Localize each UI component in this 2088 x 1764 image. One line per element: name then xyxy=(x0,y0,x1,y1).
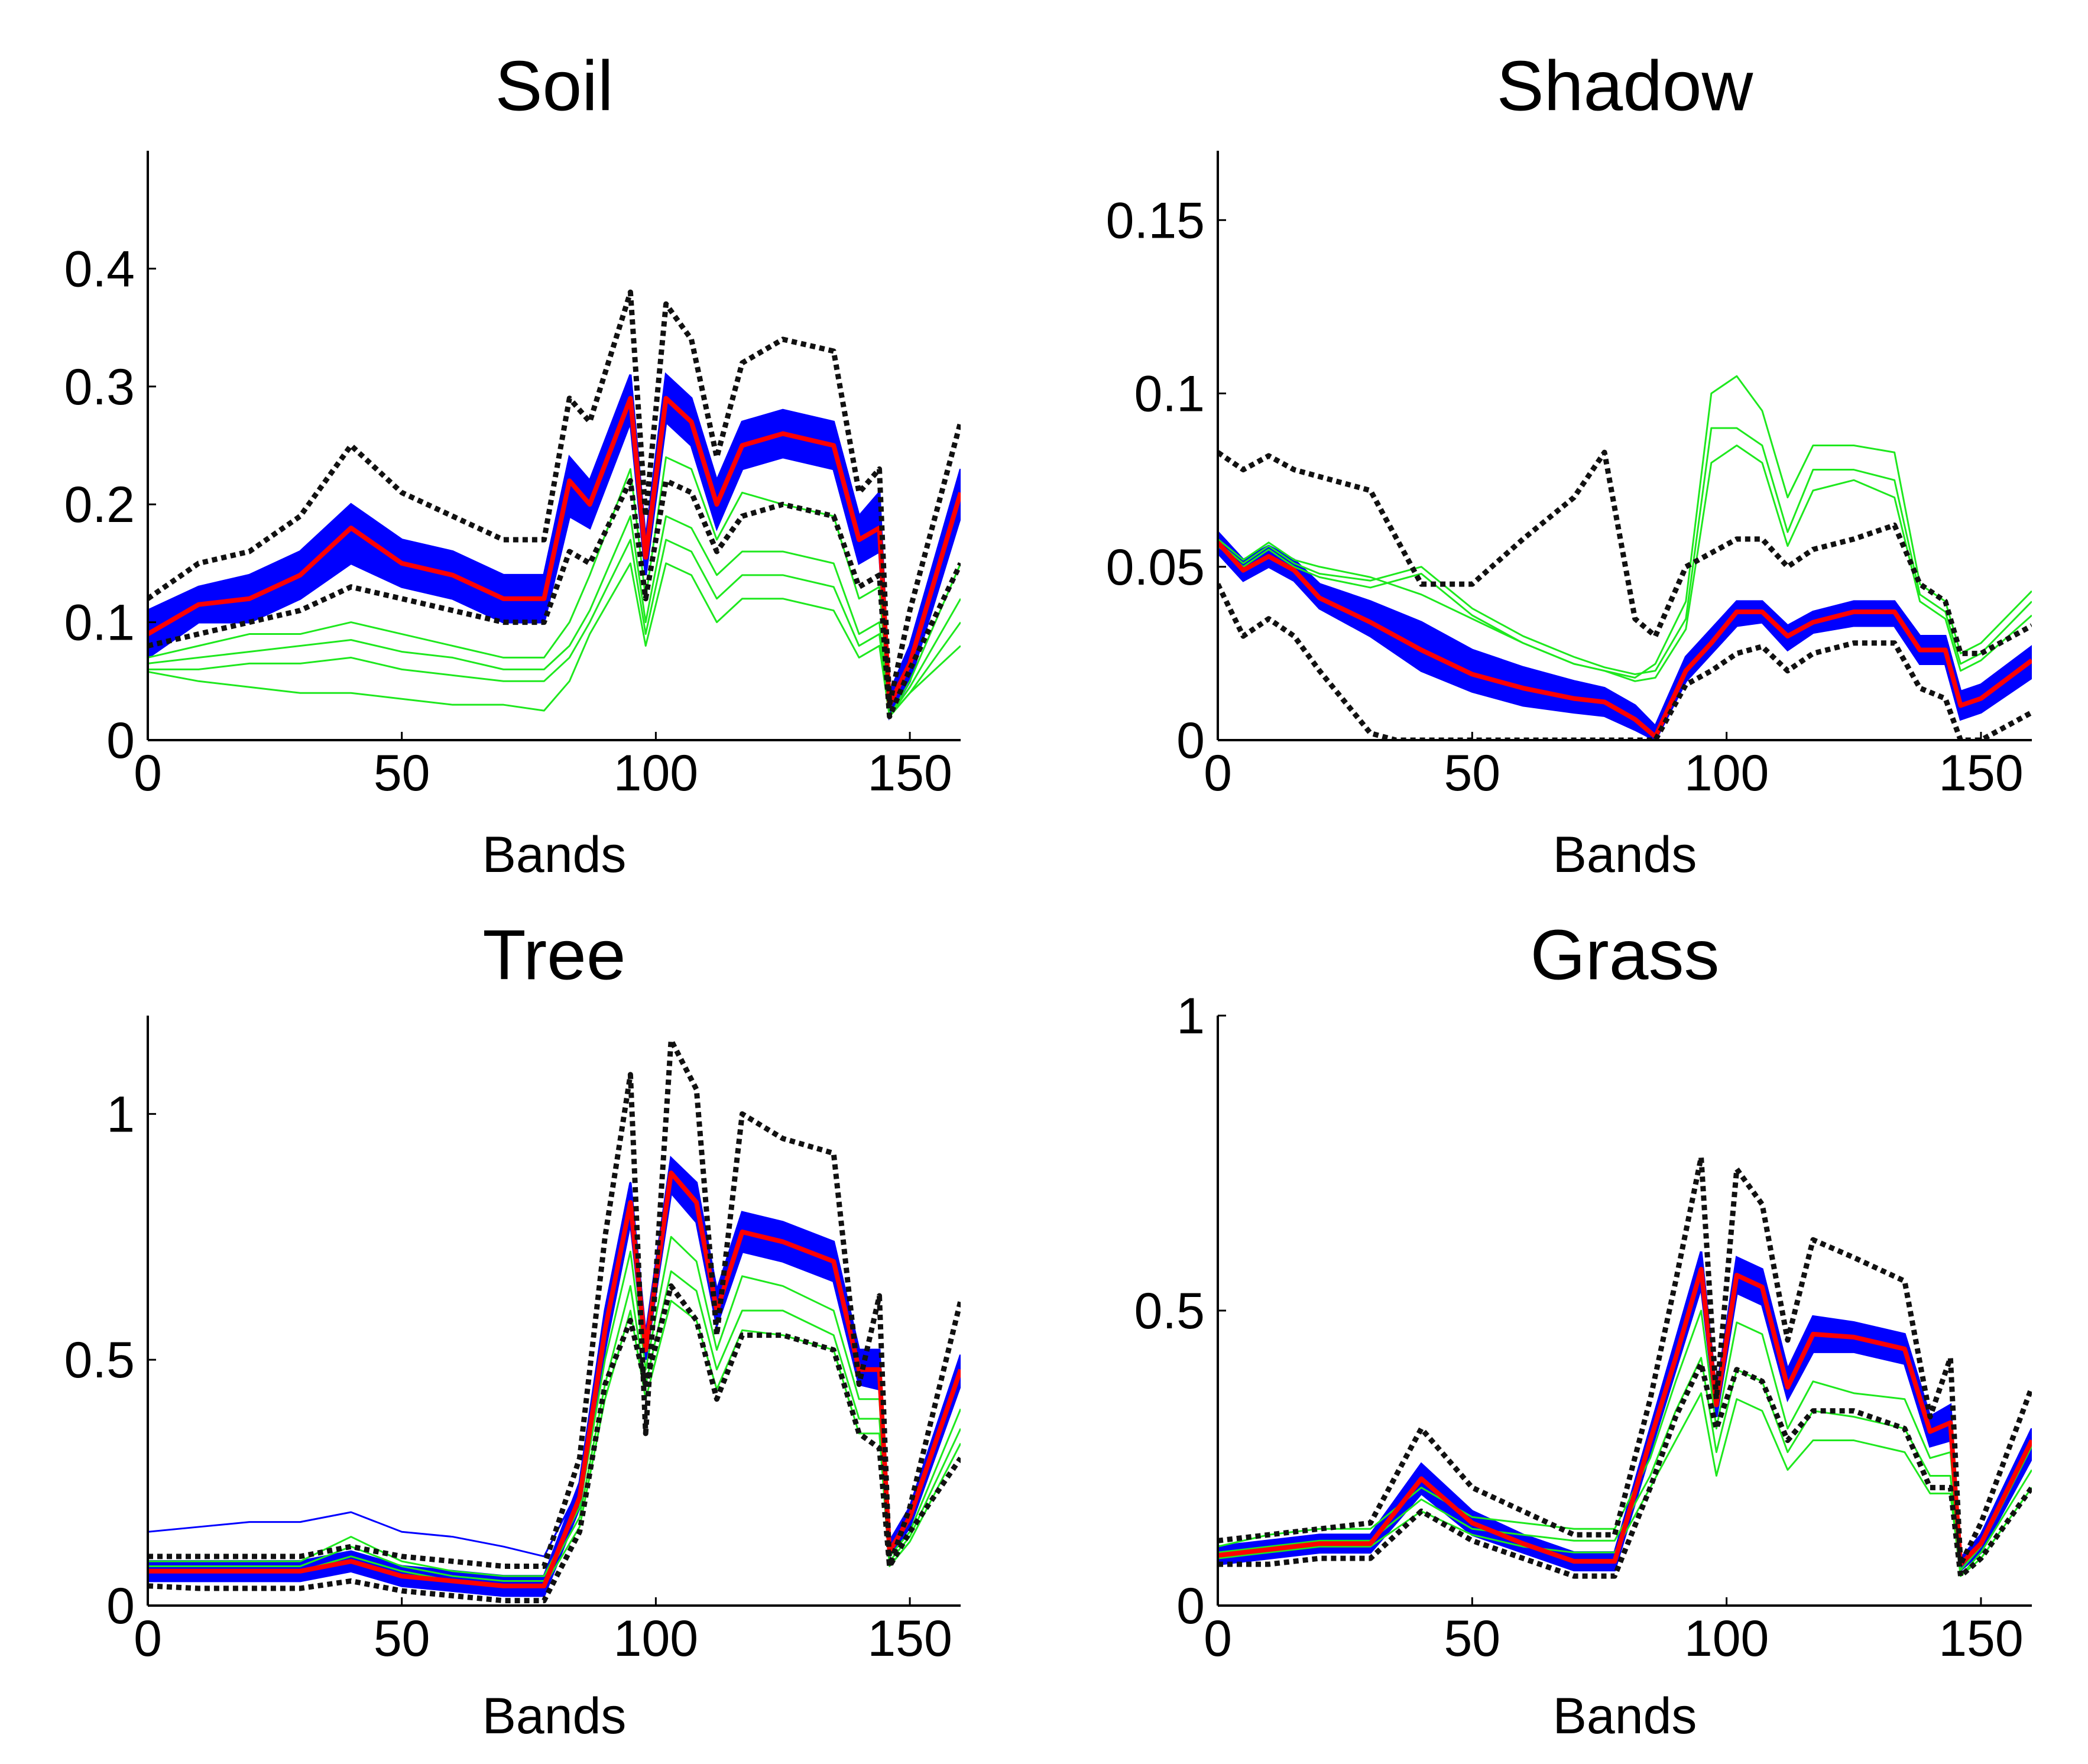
x-tick-label: 100 xyxy=(1684,745,1769,802)
series-outlier-3 xyxy=(148,1270,961,1582)
y-tick-label: 0.4 xyxy=(64,241,135,297)
series-upper-bound xyxy=(1218,1155,2032,1567)
series-lower-bound xyxy=(148,478,961,719)
x-tick-label: 150 xyxy=(1938,745,2024,802)
y-tick-label: 0.5 xyxy=(1134,1283,1205,1340)
x-tick-label: 100 xyxy=(1684,1610,1769,1667)
y-tick-label: 0 xyxy=(106,1578,135,1635)
y-tick-label: 0 xyxy=(106,712,135,769)
chart-title: Shadow xyxy=(1497,47,1753,126)
x-tick-label: 50 xyxy=(374,1610,430,1667)
series-outlier-3 xyxy=(148,539,961,718)
series-blue-band xyxy=(1218,530,2032,740)
x-tick-label: 150 xyxy=(867,745,952,802)
series-mean xyxy=(1218,541,2032,740)
y-tick-label: 0.5 xyxy=(64,1332,135,1389)
chart-title: Grass xyxy=(1530,916,1719,995)
series-upper-bound xyxy=(148,289,961,708)
chart-title: Soil xyxy=(495,47,613,126)
y-tick-label: 0.1 xyxy=(1134,366,1205,423)
y-tick-label: 0.2 xyxy=(64,476,135,533)
chart-title: Tree xyxy=(482,916,625,995)
plot-area xyxy=(1218,375,2032,740)
x-tick-label: 150 xyxy=(1938,1610,2024,1667)
chart-grass: Grass 0 50 100 150 0 0.5 1 Bands xyxy=(1134,916,2032,1744)
x-axis-label: Bands xyxy=(482,1688,627,1744)
y-tick-label: 0 xyxy=(1176,712,1205,769)
x-tick-label: 0 xyxy=(1204,1610,1232,1667)
series-mean xyxy=(1218,1267,2032,1567)
y-tick-label: 1 xyxy=(106,1086,135,1143)
x-tick-label: 0 xyxy=(134,745,162,802)
series-lower-bound xyxy=(148,1283,961,1604)
plot-area xyxy=(1218,1155,2032,1579)
y-tick-label: 1 xyxy=(1176,988,1205,1045)
y-tick-label: 0.15 xyxy=(1106,192,1205,249)
series-upper-bound xyxy=(148,1037,961,1569)
series-outlier-2 xyxy=(1218,427,2032,676)
series-lower-bound xyxy=(1218,1361,2032,1579)
chart-tree: Tree 0 50 100 150 0 0.5 1 Bands xyxy=(64,916,961,1744)
series-lower-bound xyxy=(1218,583,2032,740)
series-outlier-1 xyxy=(1218,1309,2032,1571)
chart-soil: Soil 0 50 100 150 0 0.1 0.2 0.3 0.4 Bands xyxy=(64,47,961,883)
chart-shadow: Shadow 0 50 100 150 0 0.05 0.1 0.15 Bands xyxy=(1106,47,2032,883)
x-tick-label: 0 xyxy=(1204,745,1232,802)
x-tick-label: 100 xyxy=(614,1610,699,1667)
series-mean xyxy=(148,395,961,708)
series-outlier-1 xyxy=(1218,375,2032,679)
series-outlier-2 xyxy=(148,515,961,718)
y-tick-label: 0.05 xyxy=(1106,539,1205,596)
x-tick-label: 0 xyxy=(134,1610,162,1667)
x-tick-label: 50 xyxy=(1444,745,1500,802)
series-upper-bound xyxy=(1218,449,2032,656)
y-tick-label: 0 xyxy=(1176,1578,1205,1635)
series-outlier-3 xyxy=(1218,445,2032,682)
x-axis-label: Bands xyxy=(1553,826,1697,883)
x-tick-label: 150 xyxy=(867,1610,952,1667)
series-outlier-4 xyxy=(148,562,961,718)
y-tick-label: 0.3 xyxy=(64,359,135,416)
plot-area xyxy=(148,289,961,721)
x-tick-label: 50 xyxy=(1444,1610,1500,1667)
x-axis-label: Bands xyxy=(482,826,627,883)
plot-area xyxy=(148,1037,961,1604)
y-tick-label: 0.1 xyxy=(64,595,135,651)
x-tick-label: 50 xyxy=(374,745,430,802)
x-axis-label: Bands xyxy=(1553,1688,1697,1744)
x-tick-label: 100 xyxy=(614,745,699,802)
